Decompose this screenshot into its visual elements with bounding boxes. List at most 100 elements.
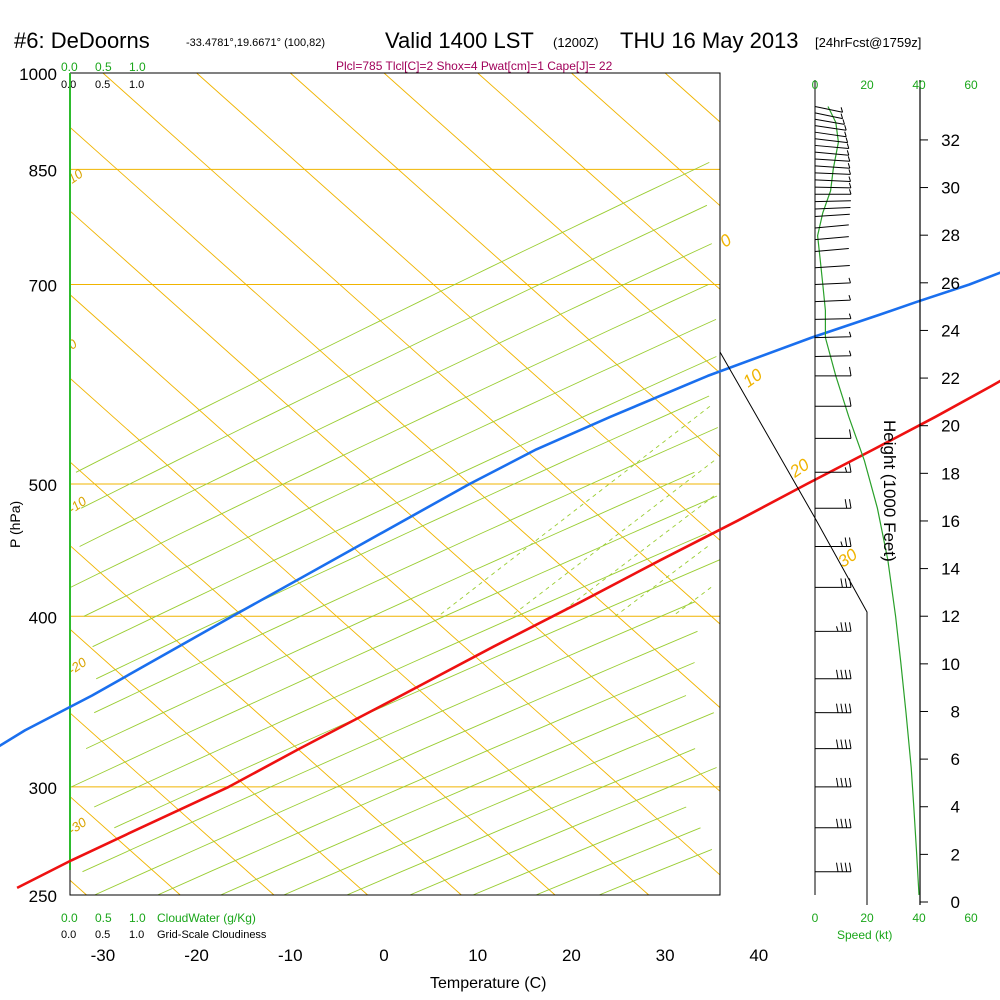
y-axis-title: P (hPa) (7, 501, 23, 548)
height-tick-label: 18 (941, 464, 960, 483)
pressure-tick-label: 700 (29, 276, 57, 295)
wind-barb (814, 265, 850, 269)
dry-adiabat-line (94, 427, 718, 714)
isotherm-line (69, 545, 462, 896)
plot-frame (69, 72, 721, 896)
isotherm-line (571, 72, 721, 207)
wind-barb (814, 463, 852, 473)
pressure-tick-label: 400 (29, 608, 57, 627)
wind-barb (814, 350, 852, 357)
speed-axis-title: Speed (kt) (837, 928, 892, 942)
dry-adiabat-line (82, 601, 696, 873)
wind-barb (814, 622, 852, 632)
height-tick-label: 6 (951, 750, 960, 769)
isotherm-label: 10 (65, 165, 86, 186)
x-tick-label: 0 (379, 946, 388, 965)
wind-speed-profile-line (816, 106, 920, 896)
speed-tick-label-top: 40 (912, 78, 926, 92)
height-tick-label: 22 (941, 369, 960, 388)
height-tick-label: 2 (951, 845, 960, 864)
isotherm-label: 10 (739, 365, 766, 392)
wind-barb (814, 207, 851, 210)
height-tick-label: 0 (951, 893, 960, 912)
wind-barb (814, 182, 852, 189)
x-axis-title: Temperature (C) (430, 975, 546, 992)
height-tick-label: 24 (941, 321, 960, 340)
isotherm-label: -20 (65, 654, 90, 678)
wind-barb (814, 739, 852, 750)
dry-adiabat-line (96, 395, 710, 680)
isotherm-line (69, 377, 650, 896)
isotherm-label: 30 (834, 545, 861, 572)
dry-adiabat-line (70, 284, 709, 588)
cloudwater-label: CloudWater (g/Kg) (157, 911, 256, 925)
forecast-tag: [24hrFcst@1759z] (815, 35, 921, 50)
dry-adiabat-line (94, 630, 698, 896)
x-tick-label: -10 (278, 946, 303, 965)
cloudiness-label: Grid-Scale Cloudiness (157, 929, 267, 941)
isotherm-label: -30 (65, 814, 90, 838)
wind-barb (814, 118, 845, 125)
height-tick-label: 26 (941, 274, 960, 293)
cloudwater-scale-top: 0.0 0.5 1.0 (61, 60, 146, 74)
mixing-ratio-lines: 123581220 (437, 405, 715, 617)
speed-tick-label-bottom: 20 (860, 911, 874, 925)
dry-adiabat-line (283, 712, 714, 896)
cloudiness-scale-top: 0.0 0.5 1.0 (61, 79, 144, 91)
dry-adiabat-line (157, 662, 695, 896)
isotherm-line (383, 72, 721, 374)
dewpoint-profile-line (0, 271, 1000, 748)
pressure-tick-label: 300 (29, 779, 57, 798)
cloudwater-tick: 1.0 (129, 911, 146, 925)
wind-barb (814, 669, 852, 680)
cloudwater-tick: 1.0 (129, 60, 146, 74)
cloudiness-tick: 0.5 (95, 79, 110, 91)
wind-barb (814, 125, 847, 131)
cloudiness-scale-bottom: 0.0 0.5 1.0 Grid-Scale Cloudiness (61, 929, 267, 941)
wind-barb (814, 224, 849, 229)
isotherm-line (290, 72, 721, 457)
pressure-tick-label: 850 (29, 161, 57, 180)
cloudwater-tick: 0.5 (95, 60, 112, 74)
height-tick-label: 28 (941, 226, 960, 245)
isotherm-line (69, 210, 721, 792)
wind-barb (814, 777, 852, 788)
isotherm-line (477, 72, 721, 290)
height-tick-label: 10 (941, 655, 960, 674)
height-tick-label: 12 (941, 607, 960, 626)
mixing-ratio-line (437, 405, 711, 617)
wind-barb (814, 169, 851, 175)
dry-adiabat-line (220, 695, 687, 896)
wind-barb (814, 131, 847, 138)
cloudwater-scale-bottom: 0.0 0.5 1.0 CloudWater (g/Kg) (61, 911, 256, 925)
height-tick-label: 20 (941, 417, 960, 436)
valid-time: Valid 1400 LST (385, 28, 534, 53)
cloudiness-tick: 0.0 (61, 929, 76, 941)
wind-barb (814, 578, 852, 588)
isotherm-line (664, 72, 721, 123)
wind-barb (814, 703, 852, 714)
wind-barb (814, 366, 852, 377)
speed-tick-label-top: 20 (860, 78, 874, 92)
wind-panel: 0020204040606002468101214161820222426283… (719, 78, 978, 925)
dry-adiabat-line (94, 532, 707, 808)
dry-adiabat-line (598, 848, 713, 896)
wind-barb (814, 200, 851, 203)
wind-barb (814, 176, 851, 182)
x-tick-label: -20 (184, 946, 209, 965)
dry-adiabat-line (535, 827, 701, 896)
x-tick-label: 10 (468, 946, 487, 965)
isotherm-label: 20 (786, 455, 814, 482)
isotherm-line (69, 461, 556, 896)
isotherm-line (102, 72, 721, 625)
height-tick-label: 32 (941, 131, 960, 150)
height-tick-label: 16 (941, 512, 960, 531)
wind-barb (814, 112, 844, 120)
cloudiness-tick: 0.5 (95, 929, 110, 941)
dry-adiabat-line (83, 318, 717, 617)
pressure-tick-label: 250 (29, 887, 57, 906)
height-tick-label: 4 (951, 798, 960, 817)
wind-barb (814, 429, 852, 439)
speed-tick-label-top: 60 (964, 78, 978, 92)
